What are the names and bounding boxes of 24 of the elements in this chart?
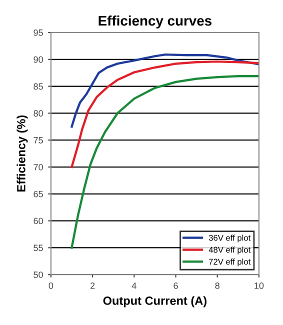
y-tick-label: 90 (34, 56, 43, 63)
x-tick-label: 0 (48, 282, 54, 289)
y-tick-label: 80 (34, 110, 43, 117)
legend-label: 48V eff plot (208, 246, 251, 254)
legend-label: 72V eff plot (209, 258, 251, 266)
y-tick-label: 85 (34, 83, 43, 90)
x-axis-title: Output Current (A) (103, 296, 206, 308)
y-tick-label: 75 (34, 137, 43, 144)
y-tick-label: 55 (34, 244, 43, 252)
x-tick-label: 10 (254, 282, 264, 289)
x-tick-label: 6 (174, 282, 178, 289)
x-tick-label: 2 (90, 282, 95, 289)
line-series (70, 53, 259, 128)
y-tick-label: 95 (34, 29, 43, 36)
y-tick-label: 65 (34, 190, 43, 198)
y-tick-label: 50 (34, 272, 43, 278)
x-tick-label: 8 (215, 282, 220, 289)
x-tick-label: 4 (132, 282, 136, 289)
chart-title: Efficiency curves (98, 15, 212, 28)
line-series (70, 60, 259, 168)
y-tick-label: 70 (34, 164, 43, 170)
legend-label: 36V eff plot (208, 234, 251, 242)
y-axis-title: Efficiency (%) (16, 115, 28, 192)
y-tick-label: 60 (34, 218, 43, 224)
